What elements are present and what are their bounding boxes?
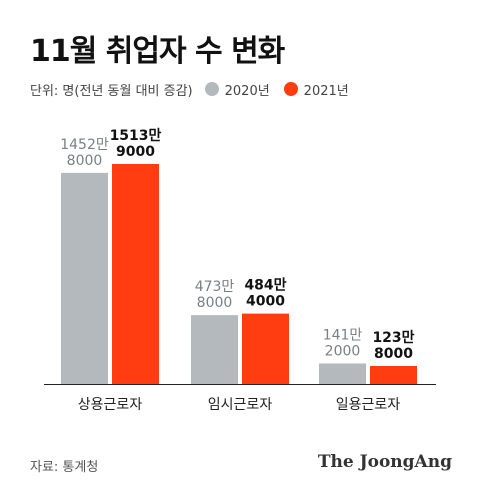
data-label-2021년-일용근로자-1: 8000: [374, 346, 413, 362]
legend-swatch-2021: [283, 82, 298, 96]
unit-note: 단위: 명(전년 동월 대비 증감): [30, 83, 193, 99]
legend-label-2020: 2020년: [224, 83, 270, 99]
category-label-상용근로자: 상용근로자: [78, 397, 143, 413]
data-label-2020년-일용근로자-1: 2000: [325, 343, 361, 359]
data-label-2020년-임시근로자-1: 8000: [197, 295, 233, 311]
data-label-2021년-임시근로자-1: 4000: [246, 294, 285, 310]
data-label-2020년-임시근로자-0: 473만: [195, 279, 235, 295]
bar-2021년-임시근로자: [242, 313, 289, 384]
data-label-2021년-일용근로자-0: 123만: [372, 330, 414, 346]
category-label-임시근로자: 임시근로자: [208, 397, 273, 413]
legend-item-2021: 2021년: [283, 80, 349, 99]
legend: 단위: 명(전년 동월 대비 증감) 2020년 2021년: [30, 80, 363, 99]
data-label-2021년-임시근로자-0: 484만: [244, 278, 286, 294]
bar-2020년-일용근로자: [319, 363, 366, 384]
bar-2020년-임시근로자: [191, 315, 238, 384]
data-label-2020년-상용근로자-0: 1452만: [60, 137, 109, 153]
brand-logo: The JoongAng: [317, 452, 452, 472]
data-label-2021년-상용근로자-1: 9000: [116, 144, 155, 160]
data-label-2020년-상용근로자-1: 8000: [67, 153, 103, 169]
source-note: 자료: 통계청: [30, 460, 99, 475]
data-label-2020년-일용근로자-0: 141만: [323, 327, 363, 343]
legend-item-2020: 2020년: [204, 80, 270, 99]
chart-title: 11월 취업자 수 변화: [30, 34, 285, 69]
bar-2021년-상용근로자: [112, 164, 159, 384]
legend-swatch-2020: [204, 82, 219, 96]
data-label-2021년-상용근로자-0: 1513만: [110, 128, 162, 144]
bar-2021년-일용근로자: [370, 366, 417, 384]
legend-label-2021: 2021년: [303, 83, 349, 99]
category-label-일용근로자: 일용근로자: [336, 397, 401, 413]
bar-2020년-상용근로자: [61, 172, 108, 384]
